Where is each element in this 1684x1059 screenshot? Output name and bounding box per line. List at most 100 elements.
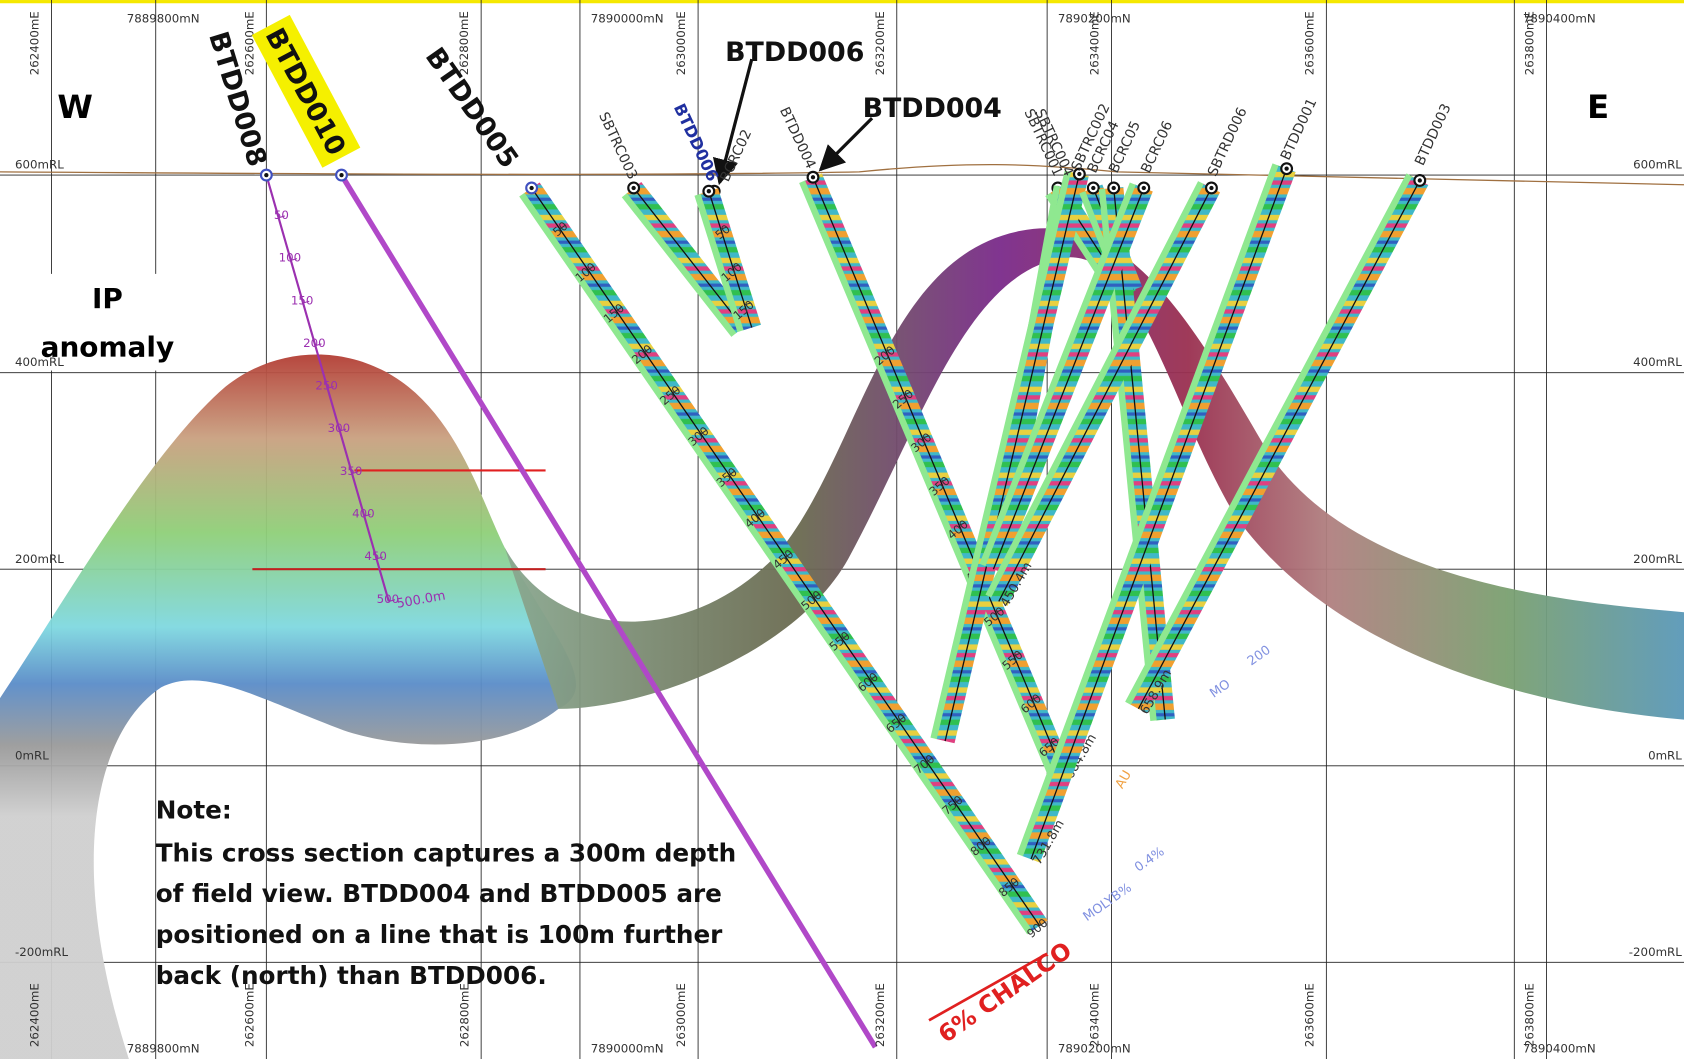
collar-dot: [1417, 178, 1422, 183]
depth-tick: [904, 391, 911, 396]
depth-tick: [869, 675, 876, 681]
depth-label: 350: [340, 464, 363, 478]
easting-label: 263800mE: [1523, 983, 1537, 1047]
note-line: positioned on a line that is 100m furthe…: [156, 920, 723, 949]
hole-lithology: [979, 182, 1136, 567]
hole-lithology: [799, 180, 1056, 780]
hole-centre: [944, 173, 1080, 742]
hole-centre: [1113, 187, 1166, 720]
depth-label: 200: [303, 336, 326, 350]
drillholes: 50100150200250300350400450500500.0m50100…: [259, 162, 1429, 1049]
elevation-label: 200mRL: [1633, 552, 1682, 566]
easting-label: 263600mE: [1302, 983, 1316, 1047]
depth-tick: [376, 556, 383, 560]
depth-tick: [302, 300, 310, 304]
elevation-label: 200mRL: [15, 552, 64, 566]
depth-label: 50: [274, 208, 289, 222]
easting-label: 262600mE: [242, 983, 256, 1047]
easting-label: 262800mE: [457, 983, 471, 1047]
depth-label: 150: [291, 293, 314, 307]
elevation-label: 400mRL: [1633, 355, 1682, 369]
depth-label: 300: [328, 421, 351, 435]
depth-tick: [954, 798, 961, 804]
depth-label: 250: [315, 379, 338, 393]
northing-label: 7890400mN: [1523, 12, 1596, 26]
depth-tick: [278, 215, 285, 219]
collar-dot: [1284, 166, 1289, 171]
depth-tick: [926, 757, 933, 763]
depth-tick: [1011, 880, 1018, 886]
depth-tick: [1050, 739, 1057, 744]
collar-dot: [264, 172, 269, 178]
collar-dot: [1209, 185, 1214, 191]
hole-centre: [1030, 168, 1288, 860]
depth-tick: [1013, 652, 1021, 657]
easting-label: 263800mE: [1523, 11, 1537, 75]
elevation-label: -200mRL: [1629, 945, 1682, 959]
northing-label: 7889800mN: [127, 12, 200, 26]
elevation-label: -200mRL: [15, 945, 68, 959]
collar-dot: [529, 185, 534, 191]
depth-tick: [785, 552, 792, 558]
easting-label: 262600mE: [242, 11, 256, 75]
hole-trace: [339, 173, 878, 1049]
depth-tick: [1039, 921, 1046, 927]
depth-tick: [813, 593, 820, 599]
direction-label: E: [1587, 88, 1609, 126]
collar-dot: [1141, 185, 1146, 191]
elevation-label: 600mRL: [1633, 158, 1682, 172]
hole-lithology: [1125, 173, 1413, 705]
depth-tick: [559, 224, 566, 230]
depth-tick: [315, 343, 322, 347]
depth-tick: [700, 429, 707, 435]
northing-label: 7890000mN: [591, 1042, 664, 1056]
hole-centre: [633, 187, 744, 328]
note: Note: This cross section captures a 300m…: [156, 795, 737, 989]
depth-tick: [995, 609, 1002, 613]
depth-tick: [644, 347, 651, 353]
elevation-label: 600mRL: [15, 158, 64, 172]
depth-tick: [982, 839, 989, 845]
depth-tick: [728, 470, 735, 476]
easting-label: 262400mE: [28, 983, 42, 1047]
ip-label: anomaly: [41, 331, 175, 364]
callout-label: BTDD006: [725, 37, 864, 68]
callout: BTDD006: [725, 37, 864, 68]
depth-tick: [940, 478, 948, 483]
depth-tick: [615, 306, 622, 312]
depth-tick: [958, 522, 966, 526]
depth-tick: [757, 511, 764, 517]
note-line: back (north) than BTDD006.: [156, 961, 547, 990]
depth-tick: [898, 716, 905, 722]
easting-label: 262400mE: [28, 11, 42, 75]
ip-label: IP: [92, 282, 123, 315]
depth-tick: [339, 428, 347, 432]
note-line: of field view. BTDD004 and BTDD005 are: [156, 879, 722, 908]
depth-tick: [720, 226, 728, 230]
elevation-label: 0mRL: [1648, 748, 1682, 762]
collar-dot: [1111, 185, 1116, 191]
hole-lithology: [519, 192, 1033, 935]
depth-tick: [885, 348, 893, 352]
easting-label: 263400mE: [1088, 983, 1102, 1047]
depth-tick: [364, 513, 371, 517]
depth-tick: [1031, 696, 1039, 700]
hole-centre: [992, 187, 1145, 570]
arrow: [712, 58, 754, 186]
northing-label: 7890000mN: [591, 12, 664, 26]
direction-label: W: [57, 88, 93, 126]
label-box: [32, 273, 194, 371]
depth-label: 500: [377, 592, 400, 606]
callout-label: BTDD004: [863, 93, 1002, 124]
depth-label: 450: [364, 549, 387, 563]
collar-dot: [631, 185, 636, 191]
hole-centre: [998, 187, 1213, 602]
easting-label: 263000mE: [674, 11, 688, 75]
note-title: Note:: [156, 795, 232, 824]
elevation-label: 0mRL: [15, 748, 49, 762]
easting-label: 263200mE: [873, 11, 887, 75]
easting-label: 263400mE: [1088, 11, 1102, 75]
depth-tick: [922, 435, 929, 439]
collar-dot: [339, 172, 344, 178]
